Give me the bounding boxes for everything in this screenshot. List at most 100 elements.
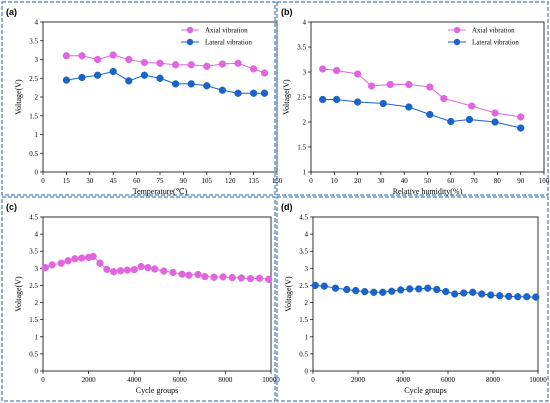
y-tick-label: 2.5 bbox=[29, 75, 38, 83]
data-point bbox=[194, 270, 202, 279]
y-tick-label: 0 bbox=[305, 368, 309, 376]
data-point bbox=[169, 268, 177, 277]
y-tick-label: 2.5 bbox=[299, 282, 308, 290]
y-tick-label: 4 bbox=[35, 19, 39, 27]
data-point bbox=[48, 261, 56, 269]
x-tick-label: 105 bbox=[202, 177, 213, 185]
data-point bbox=[361, 287, 369, 296]
y-tick-label: 4 bbox=[35, 231, 39, 239]
data-point bbox=[110, 268, 118, 276]
x-tick-label: 10000 bbox=[262, 376, 280, 384]
data-point bbox=[353, 98, 362, 106]
data-point bbox=[109, 67, 117, 76]
series-line bbox=[322, 68, 521, 118]
x-tick-label: 2000 bbox=[351, 376, 366, 384]
y-tick-label: 1 bbox=[35, 131, 39, 139]
data-point bbox=[491, 109, 499, 117]
data-point bbox=[447, 117, 455, 126]
legend-label: Axial vibration bbox=[205, 27, 248, 35]
data-point bbox=[249, 65, 258, 73]
data-point bbox=[201, 272, 209, 281]
data-point bbox=[62, 76, 71, 84]
x-tick-label: 0 bbox=[41, 376, 45, 384]
y-tick-label: 1.5 bbox=[299, 316, 308, 324]
data-point bbox=[246, 274, 255, 283]
data-point bbox=[130, 266, 138, 274]
data-point bbox=[319, 95, 327, 104]
data-point bbox=[468, 102, 476, 110]
panel-tag: (d) bbox=[281, 202, 293, 212]
x-tick-label: 60 bbox=[447, 177, 455, 185]
x-tick-label: 120 bbox=[225, 177, 236, 185]
y-tick-label: 2.5 bbox=[29, 282, 38, 290]
data-point bbox=[93, 55, 102, 64]
data-point bbox=[260, 69, 269, 77]
y-tick-label: 3 bbox=[35, 56, 39, 64]
data-point bbox=[116, 267, 125, 275]
y-axis-title: Voltage(V) bbox=[14, 79, 23, 115]
data-point bbox=[397, 286, 405, 294]
plot-frame bbox=[312, 216, 539, 372]
data-point bbox=[496, 292, 504, 300]
data-point bbox=[171, 61, 180, 69]
data-point bbox=[433, 285, 441, 294]
y-tick-label: 3.5 bbox=[29, 37, 38, 45]
y-tick-label: 1 bbox=[305, 333, 309, 341]
data-point bbox=[332, 95, 341, 104]
data-point bbox=[218, 86, 227, 94]
panel-border bbox=[276, 196, 549, 402]
data-point bbox=[62, 52, 71, 60]
data-point bbox=[228, 273, 236, 282]
y-tick-label: 4 bbox=[305, 231, 309, 239]
data-point bbox=[78, 73, 86, 82]
x-tick-label: 6000 bbox=[441, 376, 456, 384]
data-point bbox=[505, 292, 513, 301]
data-point bbox=[478, 290, 486, 298]
x-tick-label: 80 bbox=[494, 177, 502, 185]
data-point bbox=[151, 265, 159, 273]
x-tick-label: 4000 bbox=[396, 376, 411, 384]
data-point bbox=[343, 285, 351, 294]
y-tick-label: 1.5 bbox=[297, 144, 306, 152]
data-point bbox=[160, 267, 168, 275]
data-point bbox=[187, 61, 195, 69]
data-point bbox=[405, 80, 413, 89]
data-point bbox=[517, 113, 525, 121]
y-tick-label: 0 bbox=[35, 169, 39, 177]
y-tick-label: 2 bbox=[303, 119, 307, 127]
data-point bbox=[514, 293, 522, 301]
data-point bbox=[379, 288, 387, 296]
data-point bbox=[125, 55, 133, 64]
data-point bbox=[71, 255, 79, 263]
data-point bbox=[249, 89, 258, 97]
data-point bbox=[451, 290, 459, 298]
data-point bbox=[125, 77, 133, 85]
chart-panel-d: (d) 0 2000 4000 6000 8000 10000 0 0.5 1 1.5 2 2.5 3 3.… bbox=[276, 196, 549, 402]
x-tick-label: 70 bbox=[471, 177, 479, 185]
data-point bbox=[386, 80, 394, 89]
x-tick-label: 8000 bbox=[218, 376, 233, 384]
data-point bbox=[353, 70, 362, 78]
x-tick-label: 8000 bbox=[486, 376, 501, 384]
data-point bbox=[234, 89, 242, 97]
x-tick-label: 90 bbox=[517, 177, 525, 185]
data-point bbox=[57, 259, 65, 267]
y-tick-label: 3 bbox=[35, 265, 39, 273]
data-point bbox=[442, 287, 450, 296]
panel-tag: (a) bbox=[6, 7, 17, 17]
x-tick-label: 90 bbox=[180, 177, 188, 185]
data-point bbox=[178, 270, 186, 278]
data-point bbox=[140, 58, 149, 67]
y-tick-label: 0 bbox=[35, 368, 39, 376]
y-tick-label: 2 bbox=[35, 94, 39, 102]
x-tick-label: 100 bbox=[539, 177, 550, 185]
data-point bbox=[103, 265, 111, 274]
chart-panel-a: (a) 0 15 30 45 60 75 90 105 120 135 150 0 0.5 1 1.5 2 2.5… bbox=[1, 1, 283, 196]
data-point bbox=[426, 83, 434, 91]
y-tick-label: 1 bbox=[35, 333, 39, 341]
data-point bbox=[171, 80, 180, 88]
data-point bbox=[388, 287, 396, 295]
series-line bbox=[322, 99, 521, 129]
data-point bbox=[415, 285, 423, 293]
data-point bbox=[237, 274, 246, 282]
